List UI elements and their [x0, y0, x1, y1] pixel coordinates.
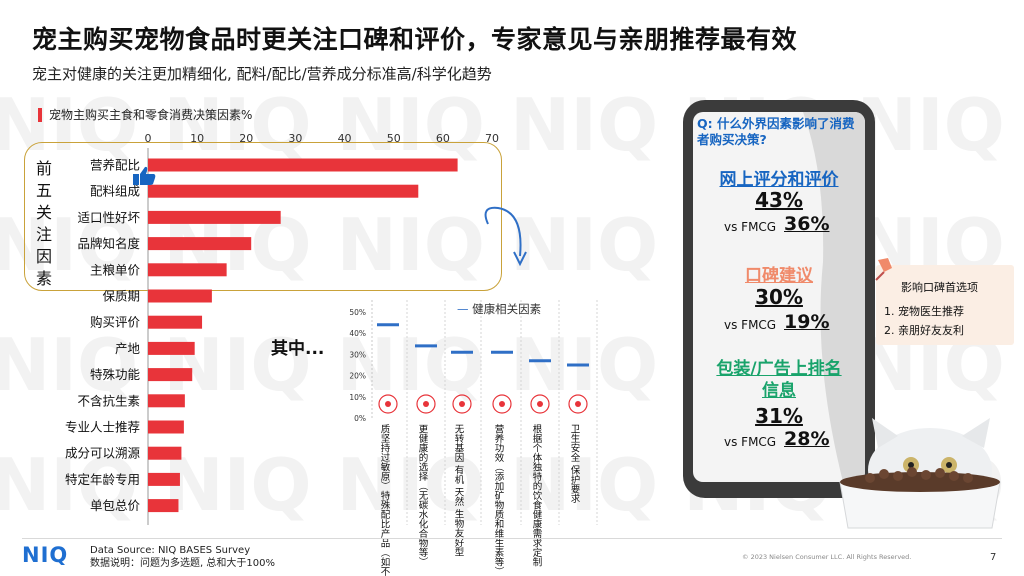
- bar: [148, 210, 281, 224]
- chart-title: 宠物主购买主食和零食消费决策因素%: [38, 108, 252, 122]
- block-online-reviews-title: 网上评分和评价: [719, 170, 839, 190]
- health-factor-icon: [452, 394, 472, 414]
- phone-question: Q: 什么外界因素影响了消费者购买决策?: [697, 116, 855, 147]
- health-factor-icon-dot: [537, 401, 543, 407]
- block-word-of-mouth-vs-value: 19%: [784, 311, 830, 333]
- health-category-label: 更健康的选择（无碳水化合物等）: [417, 424, 429, 567]
- block-packaging-ranking-vs-label: vs FMCG: [724, 435, 777, 449]
- category-label: 特殊功能: [90, 367, 141, 382]
- phone-screen: [693, 112, 865, 482]
- x-tick-label: 40: [338, 132, 352, 145]
- bar: [148, 368, 193, 382]
- bar: [148, 446, 182, 460]
- x-tick-label: 50: [387, 132, 401, 145]
- health-factor-icon: [416, 394, 436, 414]
- x-tick-label: 30: [288, 132, 302, 145]
- niq-logo: NIQ: [22, 543, 69, 567]
- footer-divider: [22, 538, 1002, 539]
- health-factor-icon: [530, 394, 550, 414]
- x-tick-label: 10: [190, 132, 204, 145]
- health-factor-icon-dot: [459, 401, 465, 407]
- health-y-tick-label: 0%: [354, 414, 366, 423]
- bar: [148, 472, 180, 486]
- category-label: 保质期: [102, 289, 140, 304]
- category-label: 购买评价: [90, 315, 141, 330]
- health-y-tick-label: 30%: [349, 350, 366, 359]
- x-tick-label: 70: [485, 132, 499, 145]
- health-y-tick-label: 10%: [349, 393, 366, 402]
- top5-highlight-box: [24, 142, 502, 291]
- thumbs-up-icon: [133, 166, 156, 185]
- bar: [148, 315, 203, 329]
- bar: [148, 499, 179, 513]
- block-word-of-mouth-vs-label: vs FMCG: [724, 318, 777, 332]
- bar: [148, 420, 184, 434]
- x-tick-label: 20: [239, 132, 253, 145]
- inset-label: 其中...: [271, 339, 325, 359]
- x-tick-label: 60: [436, 132, 450, 145]
- health-category-label: 卫生安全 保护要求: [569, 424, 581, 503]
- health-factor-icon: [568, 394, 588, 414]
- bar: [148, 184, 419, 198]
- health-y-tick-label: 50%: [349, 308, 366, 317]
- block-online-reviews-pct: 43%: [755, 188, 803, 212]
- category-label: 成分可以溯源: [65, 446, 141, 461]
- block-online-reviews-vs-value: 36%: [784, 213, 830, 235]
- copyright: © 2023 Nielsen Consumer LLC. All Rights …: [742, 553, 912, 561]
- footer-source: Data Source: NIQ BASES Survey 数据说明：问题为多选…: [90, 544, 275, 570]
- block-online-reviews-vs-label: vs FMCG: [724, 220, 777, 234]
- category-label: 产地: [115, 341, 141, 356]
- block-packaging-ranking-pct: 31%: [755, 404, 803, 428]
- bar: [148, 158, 458, 172]
- top5-label: 前五关注因素: [35, 159, 52, 288]
- category-label: 配料组成: [90, 184, 140, 199]
- footer-source-line: Data Source: NIQ BASES Survey: [90, 545, 251, 556]
- health-category-label: 营养功效（添加矿物质和维生素等）: [493, 423, 505, 576]
- note-title: 影响口碑首选项: [901, 281, 978, 294]
- bar: [148, 263, 227, 277]
- health-factor-icon-dot: [575, 401, 581, 407]
- note-item-1: 1. 宠物医生推荐: [884, 305, 964, 318]
- footer-note-line: 数据说明：问题为多选题, 总和大于100%: [90, 558, 275, 569]
- category-label: 营养配比: [90, 158, 140, 173]
- health-y-tick-label: 20%: [349, 372, 366, 381]
- block-packaging-ranking-vs-value: 28%: [784, 428, 830, 450]
- health-factor-icon-dot: [385, 401, 391, 407]
- curved-arrow-icon: [484, 206, 527, 267]
- word-of-mouth-note: [876, 265, 1014, 345]
- health-chart-title: — 健康相关因素: [457, 302, 542, 316]
- health-category-label: 根据个体独特的饮食健康需求定制: [531, 423, 543, 566]
- pushpin-icon: [875, 258, 892, 281]
- category-label: 不含抗生素: [77, 393, 140, 408]
- page-title: 宠主购买宠物食品时更关注口碑和评价，专家意见与亲朋推荐最有效: [32, 25, 798, 54]
- health-category-label: 质坚持过敏原）特殊配比产品（如不含鉄: [379, 423, 391, 576]
- block-word-of-mouth-title: 口碑建议: [745, 266, 813, 286]
- bar: [148, 289, 212, 303]
- note-item-2: 2. 亲朋好友友利: [884, 324, 964, 337]
- block-word-of-mouth-pct: 30%: [755, 285, 803, 309]
- x-tick-label: 0: [145, 132, 152, 145]
- category-label: 品牌知名度: [77, 236, 140, 251]
- bar: [148, 341, 195, 355]
- category-label: 主粮单价: [90, 262, 141, 277]
- page-number: 7: [990, 552, 997, 563]
- category-label: 特定年龄专用: [65, 472, 140, 487]
- block-packaging-ranking-title: 包装/广告上排名信息: [716, 359, 842, 401]
- bar: [148, 237, 252, 251]
- page-subtitle: 宠主对健康的关注更加精细化, 配料/配比/营养成分标准高/科学化趋势: [32, 65, 492, 83]
- health-category-label: 无转基因 有机 天然 生物友好型: [453, 424, 465, 557]
- bar: [148, 394, 185, 408]
- health-factor-icon-dot: [499, 401, 505, 407]
- category-label: 专业人士推荐: [65, 420, 140, 435]
- health-factor-icon-dot: [423, 401, 429, 407]
- category-label: 适口性好坏: [77, 210, 140, 225]
- health-y-tick-label: 40%: [349, 329, 366, 338]
- health-factor-icon: [492, 394, 512, 414]
- category-label: 单包总价: [90, 498, 141, 513]
- health-factor-icon: [378, 394, 398, 414]
